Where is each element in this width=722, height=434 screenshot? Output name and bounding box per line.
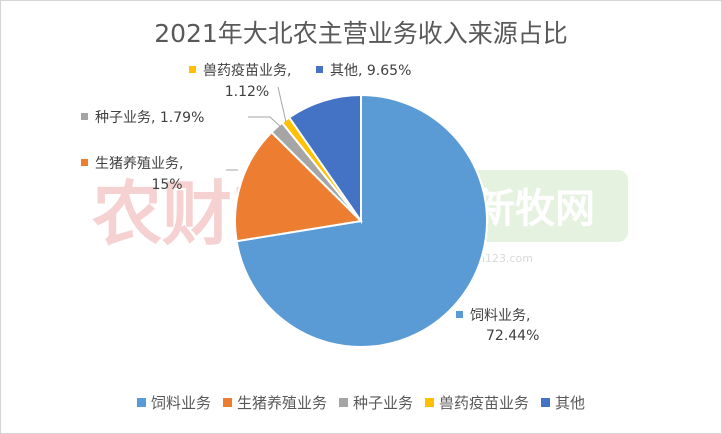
- data-label-5-line-1: 其他, 9.65%: [330, 63, 411, 79]
- legend-label-3: 种子业务: [352, 394, 413, 412]
- legend-label-4: 兽药疫苗业务: [439, 394, 530, 412]
- legend-swatch-1: [136, 398, 146, 407]
- watermark-right: 新牧网 n123.com: [460, 170, 628, 265]
- legend-item-5: 其他: [541, 392, 585, 413]
- legend-label-2: 生猪养殖业务: [236, 394, 327, 412]
- legend-swatch-3: [338, 398, 348, 407]
- legend-item-1: 饲料业务: [136, 392, 211, 413]
- legend-item-4: 兽药疫苗业务: [425, 392, 529, 413]
- legend: 饲料业务 生猪养殖业务 种子业务 兽药疫苗业务 其他: [0, 392, 722, 413]
- legend-label-5: 其他: [555, 394, 586, 412]
- data-label-3-line-1: 种子业务, 1.79%: [95, 110, 204, 126]
- leader-line-3: [248, 116, 283, 129]
- data-label-marker-2: [81, 159, 88, 166]
- data-label-1-line-2: 72.44%: [486, 328, 539, 344]
- data-label-marker-5: [316, 66, 323, 73]
- data-label-marker-4: [189, 66, 196, 73]
- data-label-marker-1: [456, 311, 463, 318]
- watermark-right-text: 新牧网: [475, 186, 595, 232]
- data-label-2-line-2: 15%: [151, 177, 182, 193]
- data-label-marker-3: [81, 113, 88, 120]
- chart-title: 2021年大北农主营业务收入来源占比: [154, 19, 568, 48]
- legend-item-3: 种子业务: [338, 392, 413, 413]
- data-label-1-line-1: 饲料业务,: [470, 308, 530, 324]
- legend-swatch-4: [425, 398, 434, 407]
- legend-item-2: 生猪养殖业务: [222, 392, 327, 413]
- data-label-4-line-1: 兽药疫苗业务,: [203, 63, 291, 79]
- pie-slice-5: [287, 93, 362, 225]
- watermark-right-url: n123.com: [478, 252, 533, 265]
- pie-slice-2: [234, 130, 364, 243]
- leader-line-4: [277, 86, 287, 123]
- data-label-4-line-2: 1.12%: [225, 84, 269, 100]
- legend-label-1: 饲料业务: [150, 394, 211, 412]
- data-label-2-line-1: 生猪养殖业务,: [95, 155, 183, 172]
- legend-swatch-5: [541, 398, 551, 407]
- legend-swatch-2: [222, 398, 232, 407]
